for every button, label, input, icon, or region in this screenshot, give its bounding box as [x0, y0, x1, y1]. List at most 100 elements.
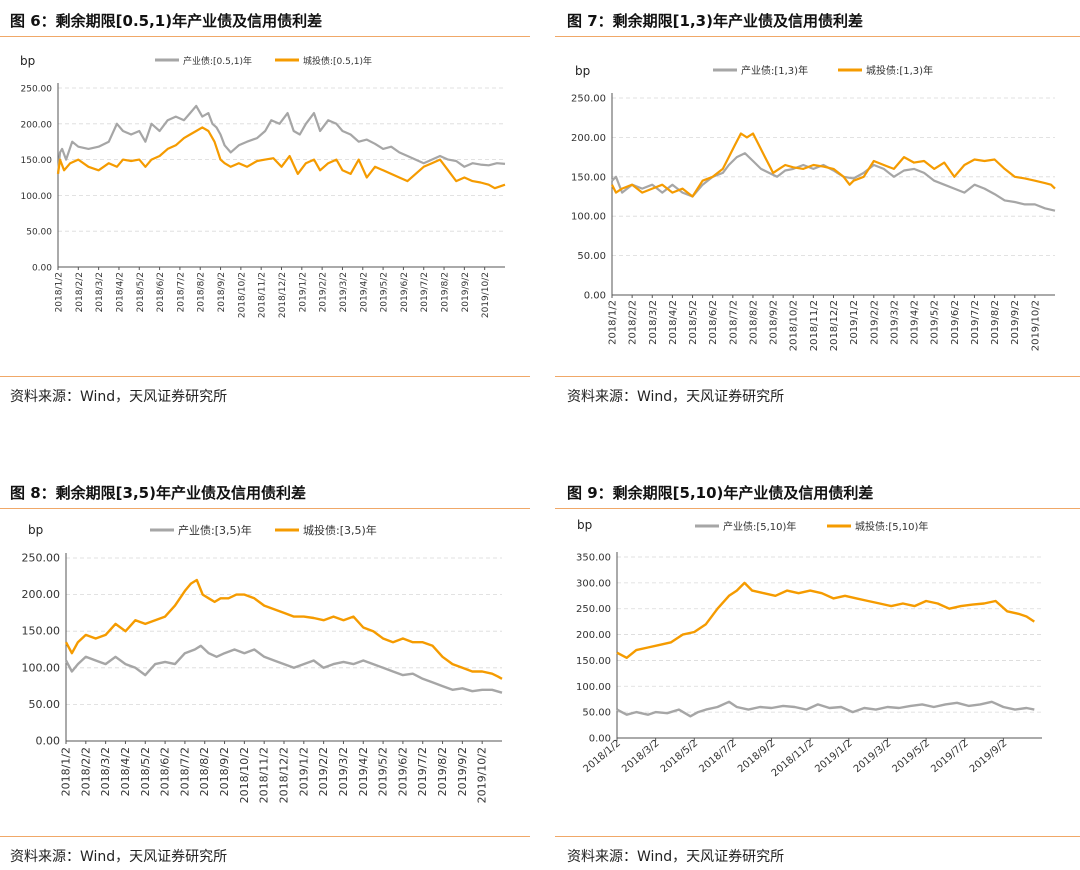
x-tick-label: 2019/6/2 — [396, 747, 409, 796]
x-tick-label: 2018/12/2 — [278, 747, 291, 803]
y-tick-label: 300.00 — [576, 578, 611, 589]
source-note: 资料来源：Wind，天风证券研究所 — [10, 849, 228, 865]
x-tick-label: 2018/4/2 — [668, 300, 679, 345]
x-tick-label: 2019/2/2 — [319, 272, 329, 312]
chart-title: 图 8：剩余期限[3,5)年产业债及信用债利差 — [10, 484, 306, 502]
x-tick-label: 2019/3/2 — [889, 300, 900, 345]
x-tick-label: 2018/8/2 — [198, 747, 211, 796]
x-tick-label: 2019/4/2 — [357, 747, 370, 796]
x-tick-label: 2019/3/2 — [339, 272, 349, 312]
y-tick-label: 200.00 — [571, 133, 606, 144]
legend-label: 产业债:[0.5,1)年 — [183, 55, 252, 67]
source-divider — [0, 376, 530, 377]
x-tick-label: 2018/2/2 — [628, 300, 639, 345]
legend-label: 产业债:[1,3)年 — [741, 64, 808, 77]
source-note: 资料来源：Wind，天风证券研究所 — [10, 389, 228, 405]
x-tick-label: 2019/8/2 — [441, 272, 451, 312]
chart-panel-fig9: 图 9：剩余期限[5,10)年产业债及信用债利差 bp 0.00 50.00 100.… — [555, 470, 1080, 870]
y-tick-label: 100.00 — [22, 661, 61, 674]
x-tick-label: 2019/3/2 — [337, 747, 350, 796]
source-note: 资料来源：Wind，天风证券研究所 — [567, 389, 785, 405]
y-tick-label: 50.00 — [577, 251, 606, 262]
x-tick-label: 2019/10/2 — [481, 272, 491, 318]
y-tick-label: 0.00 — [32, 264, 52, 274]
legend-label: 城投债:[0.5,1)年 — [303, 55, 372, 67]
x-tick-label: 2019/2/2 — [869, 300, 880, 345]
legend-label: 城投债:[5,10)年 — [855, 520, 928, 533]
x-tick-label: 2019/9/2 — [968, 738, 1009, 775]
x-tick-label: 2019/6/2 — [400, 272, 410, 312]
x-tick-label: 2018/3/2 — [620, 738, 661, 775]
y-tick-label: 200.00 — [22, 588, 61, 601]
x-tick-label: 2019/1/2 — [297, 747, 310, 796]
x-tick-label: 2018/11/2 — [258, 747, 271, 803]
y-tick-label: 200.00 — [21, 120, 53, 130]
x-tick-label: 2018/1/2 — [608, 300, 619, 345]
x-tick-label: 2018/6/2 — [156, 272, 166, 312]
source-divider — [555, 376, 1080, 377]
x-tick-label: 2019/8/2 — [990, 300, 1001, 345]
x-tick-label: 2018/12/2 — [278, 272, 288, 318]
x-tick-label: 2019/3/2 — [852, 738, 893, 775]
x-tick-label: 2019/4/2 — [359, 272, 369, 312]
x-tick-label: 2018/5/2 — [659, 738, 700, 775]
y-axis-label: bp — [575, 64, 590, 78]
y-tick-label: 150.00 — [571, 172, 606, 183]
x-tick-label: 2018/7/2 — [728, 300, 739, 345]
x-tick-label: 2018/4/2 — [115, 272, 125, 312]
source-note: 资料来源：Wind，天风证券研究所 — [567, 849, 785, 865]
chart-panel-fig7: 图 7：剩余期限[1,3)年产业债及信用债利差 bp 0.00 50.00 100.0… — [555, 0, 1080, 440]
x-tick-label: 2018/3/2 — [95, 272, 105, 312]
x-tick-label: 2018/12/2 — [829, 300, 840, 351]
line-chart: bp 0.00 50.00 100.00 150.00 200.00 250.00 2018/… — [22, 523, 503, 803]
x-tick-label: 2018/7/2 — [176, 272, 186, 312]
y-tick-label: 150.00 — [21, 156, 53, 166]
series-line-chengtou — [64, 578, 503, 680]
x-tick-label: 2019/9/2 — [461, 272, 471, 312]
source-divider — [555, 836, 1080, 837]
x-tick-label: 2019/5/2 — [930, 300, 941, 345]
series-line-industry — [611, 152, 1056, 212]
x-tick-label: 2019/9/2 — [456, 747, 469, 796]
x-tick-label: 2018/6/2 — [159, 747, 172, 796]
x-tick-label: 2018/9/2 — [217, 272, 227, 312]
x-tick-label: 2018/11/2 — [809, 300, 820, 351]
y-tick-label: 150.00 — [22, 625, 61, 638]
series-line-chengtou — [56, 126, 506, 190]
x-tick-label: 2018/1/2 — [60, 747, 73, 796]
legend-label: 产业债:[5,10)年 — [723, 520, 796, 533]
x-tick-label: 2018/11/2 — [770, 738, 816, 779]
title-divider — [555, 508, 1080, 509]
y-tick-label: 50.00 — [582, 708, 611, 719]
title-divider — [555, 36, 1080, 37]
x-tick-label: 2018/6/2 — [708, 300, 719, 345]
x-tick-label: 2019/7/2 — [420, 272, 430, 312]
x-tick-label: 2019/7/2 — [929, 738, 970, 775]
title-divider — [0, 36, 530, 37]
y-tick-label: 0.00 — [589, 734, 611, 745]
legend-label: 城投债:[1,3)年 — [866, 64, 933, 77]
x-tick-label: 2019/5/2 — [377, 747, 390, 796]
y-tick-label: 250.00 — [22, 552, 61, 565]
x-tick-label: 2018/5/2 — [688, 300, 699, 345]
x-tick-label: 2019/6/2 — [950, 300, 961, 345]
chart-title: 图 6：剩余期限[0.5,1)年产业债及信用债利差 — [10, 12, 323, 30]
x-tick-label: 2018/7/2 — [178, 747, 191, 796]
x-tick-label: 2018/11/2 — [258, 272, 268, 318]
x-tick-label: 2019/5/2 — [891, 738, 932, 775]
title-divider — [0, 508, 530, 509]
y-tick-label: 50.00 — [26, 228, 52, 238]
line-chart: bp 0.00 50.00 100.00 150.00 200.00 250.00 2018/… — [571, 64, 1056, 351]
line-chart: bp 0.00 50.00 100.00 150.00 200.00 250.00 2018/… — [20, 54, 506, 318]
series-line-industry — [616, 700, 1035, 718]
x-tick-label: 2018/2/2 — [79, 747, 92, 796]
x-tick-label: 2018/9/2 — [769, 300, 780, 345]
y-tick-label: 350.00 — [576, 553, 611, 564]
x-tick-label: 2019/1/2 — [813, 738, 854, 775]
y-axis-label: bp — [20, 54, 35, 68]
x-tick-label: 2018/8/2 — [748, 300, 759, 345]
x-tick-label: 2019/8/2 — [436, 747, 449, 796]
x-tick-label: 2018/1/2 — [55, 272, 65, 312]
y-tick-label: 100.00 — [21, 192, 53, 202]
x-tick-label: 2019/4/2 — [910, 300, 921, 345]
